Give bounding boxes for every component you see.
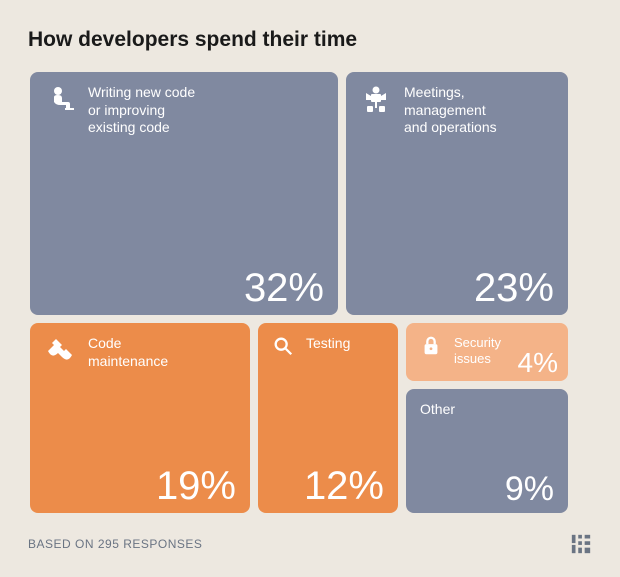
- tile-label: Testing: [306, 335, 350, 353]
- tile-security: Securityissues 4%: [406, 323, 568, 381]
- tile-writing: Writing new codeor improvingexisting cod…: [30, 72, 338, 315]
- wrench-icon: [44, 335, 76, 367]
- tile-value: 4%: [518, 347, 558, 379]
- tile-meetings: Meetings,managementand operations 23%: [346, 72, 568, 315]
- footnote: BASED ON 295 RESPONSES: [28, 537, 202, 551]
- tile-value: 9%: [505, 470, 554, 509]
- tile-testing: Testing 12%: [258, 323, 398, 513]
- tile-label: Writing new codeor improvingexisting cod…: [88, 84, 195, 137]
- tile-maintenance: Codemaintenance 19%: [30, 323, 250, 513]
- treemap-chart: Writing new codeor improvingexisting cod…: [28, 72, 592, 513]
- chart-footer: BASED ON 295 RESPONSES: [28, 533, 592, 555]
- developer-icon: [44, 84, 76, 116]
- tile-label: Securityissues: [454, 335, 501, 366]
- tile-label: Other: [420, 401, 455, 419]
- meetings-icon: [360, 84, 392, 116]
- tile-label: Codemaintenance: [88, 335, 168, 370]
- tile-other: Other 9%: [406, 389, 568, 513]
- chart-title: How developers spend their time: [28, 28, 592, 52]
- lock-icon: [420, 335, 442, 357]
- tile-label: Meetings,managementand operations: [404, 84, 497, 137]
- tile-value: 23%: [474, 266, 554, 311]
- tile-value: 32%: [244, 266, 324, 311]
- tile-value: 19%: [156, 464, 236, 509]
- brand-logo-icon: [570, 533, 592, 555]
- magnify-icon: [272, 335, 294, 357]
- tile-value: 12%: [304, 464, 384, 509]
